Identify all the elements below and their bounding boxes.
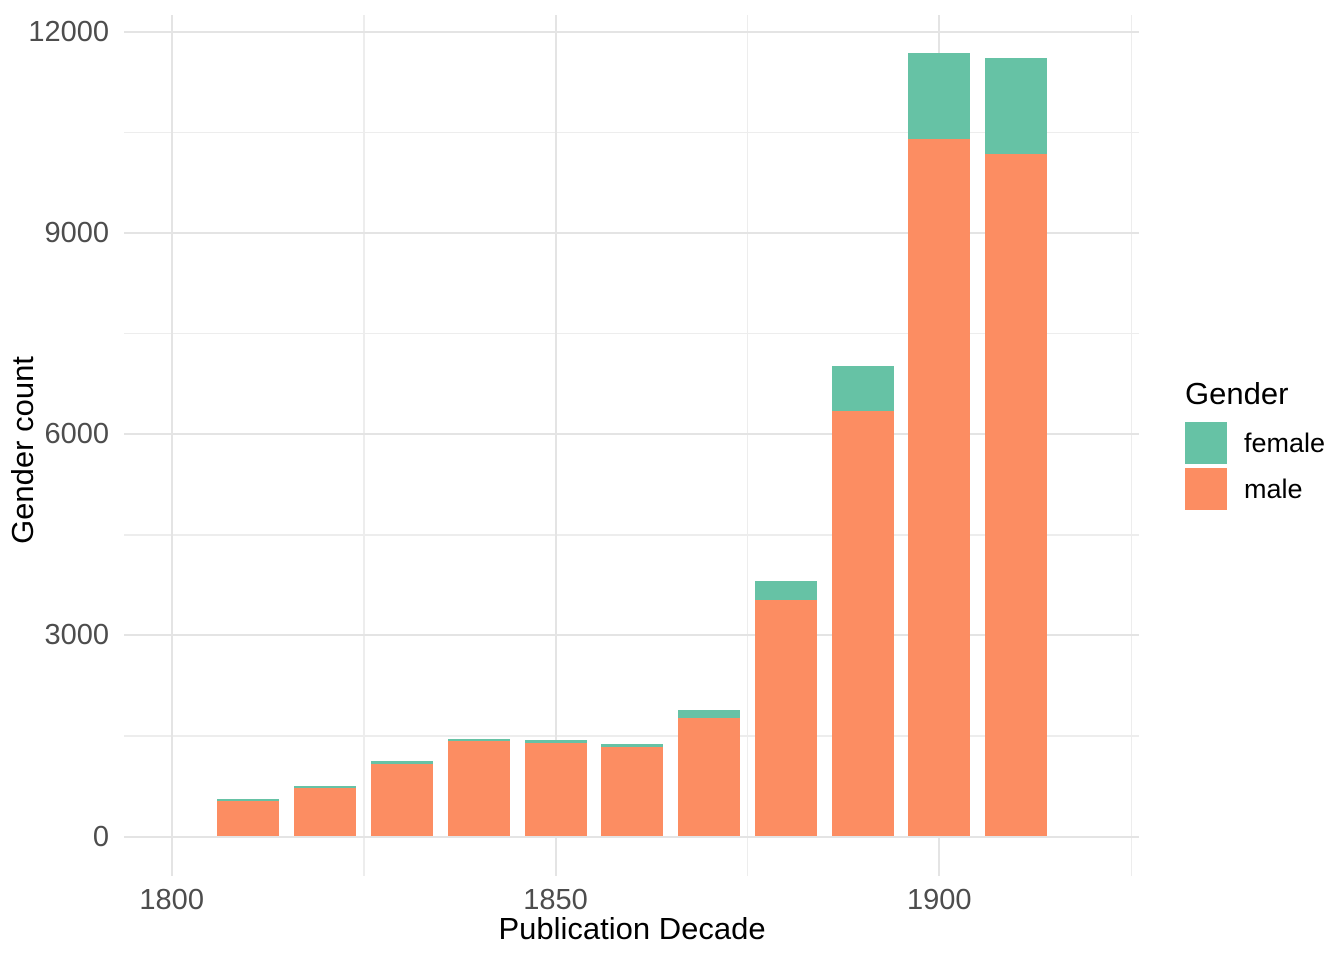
bar-male-1890 <box>831 411 894 837</box>
bar-male-1810 <box>217 800 280 837</box>
x-axis-title: Publication Decade <box>498 911 766 946</box>
gridline-y-minor <box>124 534 1139 536</box>
bar-female-1900 <box>908 53 971 139</box>
bar-male-1830 <box>370 764 433 837</box>
y-tick-label-3000: 3000 <box>44 619 109 652</box>
y-tick-label-0: 0 <box>92 820 109 853</box>
bar-male-1870 <box>678 717 741 837</box>
gridline-x-minor <box>363 15 365 876</box>
bar-female-1850 <box>524 739 587 744</box>
bar-male-1880 <box>754 599 817 837</box>
bar-male-1860 <box>601 747 664 837</box>
y-tick-label-6000: 6000 <box>44 418 109 451</box>
gridline-y-major <box>124 433 1139 436</box>
gridline-y-major <box>124 634 1139 637</box>
gridline-x-minor <box>746 15 749 876</box>
legend-item-female: female <box>1185 422 1325 464</box>
legend-swatch-male-icon <box>1185 468 1227 510</box>
bar-female-1810 <box>217 798 280 801</box>
bar-female-1870 <box>678 710 741 718</box>
bar-male-1820 <box>294 788 357 837</box>
gridline-x-major <box>170 15 173 876</box>
bar-female-1890 <box>831 365 894 412</box>
bar-male-1910 <box>985 154 1048 837</box>
gridline-x-minor <box>1130 15 1133 876</box>
x-tick-label-1850: 1850 <box>523 884 588 916</box>
bar-female-1840 <box>447 738 510 742</box>
gridline-x-major <box>554 15 557 876</box>
gridline-y-major <box>124 231 1139 234</box>
x-tick-label-1900: 1900 <box>907 884 972 916</box>
legend-item-male: male <box>1185 468 1325 510</box>
bar-male-1900 <box>908 139 971 837</box>
legend-swatch-female-icon <box>1185 422 1227 464</box>
legend-label-female: female <box>1244 428 1326 458</box>
bar-female-1820 <box>294 785 357 789</box>
legend-title: Gender <box>1185 376 1289 411</box>
legend: Gender female male <box>1185 377 1325 514</box>
bar-female-1860 <box>601 743 664 748</box>
bar-male-1840 <box>447 741 510 837</box>
bar-male-1850 <box>524 743 587 837</box>
gridline-y-major <box>124 30 1139 33</box>
bar-female-1880 <box>754 580 817 600</box>
gridline-y-major <box>124 835 1139 838</box>
y-tick-label-9000: 9000 <box>44 216 109 249</box>
bar-female-1910 <box>985 57 1048 155</box>
y-tick-label-12000: 12000 <box>28 15 109 48</box>
legend-label-male: male <box>1244 474 1303 504</box>
gridline-y-minor <box>124 735 1139 737</box>
x-tick-label-1800: 1800 <box>139 884 204 916</box>
gridline-y-minor <box>124 332 1139 335</box>
bar-female-1830 <box>370 761 433 765</box>
gridline-y-minor <box>124 131 1139 134</box>
